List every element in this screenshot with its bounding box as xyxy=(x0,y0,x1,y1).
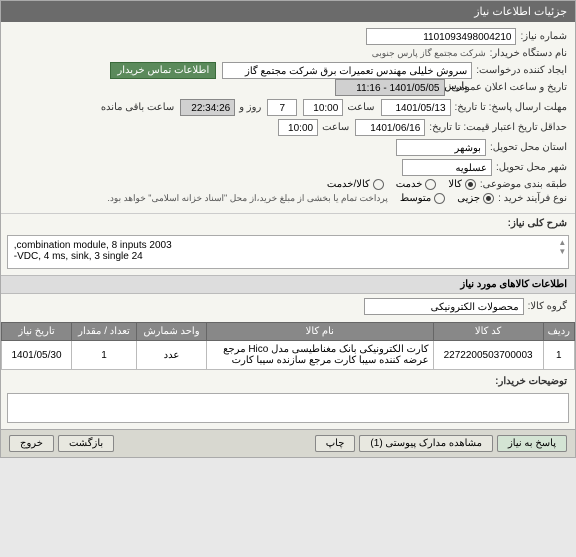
cell-unit: عدد xyxy=(137,341,207,370)
print-button[interactable]: چاپ xyxy=(315,435,356,452)
th-unit: واحد شمارش xyxy=(137,323,207,341)
group-label: گروه کالا: xyxy=(528,301,567,312)
cat-option-0[interactable]: کالا xyxy=(448,179,476,190)
th-qty: تعداد / مقدار xyxy=(72,323,137,341)
process-radio-group: جزیی متوسط xyxy=(400,193,494,204)
items-table: ردیف کد کالا نام کالا واحد شمارش تعداد /… xyxy=(1,322,575,370)
desc-label: شرح کلی نیاز: xyxy=(508,218,567,229)
cell-code: 2272200503700003 xyxy=(433,341,543,370)
need-no-field: 1101093498004210 xyxy=(366,28,516,45)
th-row: ردیف xyxy=(543,323,574,341)
group-field[interactable]: محصولات الکترونیکی xyxy=(364,298,524,315)
province-label: استان محل تحویل: xyxy=(490,142,567,153)
spinner-icon[interactable]: ▲▼ xyxy=(558,238,566,256)
items-section-header: اطلاعات کالاهای مورد نیاز xyxy=(1,275,575,294)
proc-opt-label: جزیی xyxy=(457,193,480,204)
proc-opt-label: متوسط xyxy=(400,193,431,204)
exit-button[interactable]: خروج xyxy=(9,435,54,452)
days-label: روز و xyxy=(239,102,261,113)
th-code: کد کالا xyxy=(433,323,543,341)
process-label: نوع فرآیند خرید : xyxy=(498,193,567,204)
cell-name: کارت الکترونیکی بانک مغناطیسی مدل Hico م… xyxy=(207,341,434,370)
validity-time-field[interactable]: 10:00 xyxy=(278,119,318,136)
requester-label: ایجاد کننده درخواست: xyxy=(476,65,567,76)
footer-buttons: پاسخ به نیاز مشاهده مدارک پیوستی (1) چاپ… xyxy=(1,429,575,457)
buyer-value: شرکت مجتمع گاز پارس جنوبی xyxy=(372,48,486,59)
need-no-label: شماره نیاز: xyxy=(520,31,567,42)
buyer-notes-box[interactable] xyxy=(7,393,570,423)
cell-row: 1 xyxy=(543,341,574,370)
cat-option-2[interactable]: کالا/خدمت xyxy=(327,179,384,190)
cell-qty: 1 xyxy=(72,341,137,370)
cell-date: 1401/05/30 xyxy=(2,341,72,370)
radio-icon xyxy=(483,193,494,204)
description-text: ,combination module, 8 inputs 2003 -VDC,… xyxy=(14,240,172,262)
deadline-label: مهلت ارسال پاسخ: تا تاریخ: xyxy=(455,102,567,113)
proc-option-1[interactable]: متوسط xyxy=(400,193,445,204)
contact-button[interactable]: اطلاعات تماس خریدار xyxy=(110,62,216,79)
radio-icon xyxy=(425,179,436,190)
remain-label: ساعت باقی مانده xyxy=(101,102,174,113)
category-radio-group: کالا خدمت کالا/خدمت xyxy=(327,179,476,190)
cat-opt-label: خدمت xyxy=(396,179,423,190)
requester-field[interactable]: سروش خلیلی مهندس تعمیرات برق شرکت مجتمع … xyxy=(222,62,472,79)
city-label: شهر محل تحویل: xyxy=(496,162,567,173)
announce-label: تاریخ و ساعت اعلان عمومی: xyxy=(449,82,568,93)
cat-opt-label: کالا xyxy=(448,179,462,190)
th-date: تاریخ نیاز xyxy=(2,323,72,341)
notes-label: توضیحات خریدار: xyxy=(495,376,567,387)
table-header-row: ردیف کد کالا نام کالا واحد شمارش تعداد /… xyxy=(2,323,575,341)
validity-time-label: ساعت xyxy=(322,122,349,133)
radio-icon xyxy=(373,179,384,190)
form-section: شماره نیاز: 1101093498004210 نام دستگاه … xyxy=(1,22,575,214)
radio-icon xyxy=(434,193,445,204)
deadline-time-field[interactable]: 10:00 xyxy=(303,99,343,116)
city-field[interactable]: عسلویه xyxy=(402,159,492,176)
reply-button[interactable]: پاسخ به نیاز xyxy=(497,435,567,452)
proc-option-0[interactable]: جزیی xyxy=(457,193,494,204)
th-name: نام کالا xyxy=(207,323,434,341)
province-field[interactable]: بوشهر xyxy=(396,139,486,156)
panel-header: جزئیات اطلاعات نیاز xyxy=(1,1,575,22)
deadline-date-field[interactable]: 1401/05/13 xyxy=(381,99,451,116)
proc-note: پرداخت تمام یا بخشی از مبلغ خرید،از محل … xyxy=(107,193,387,204)
deadline-time-label: ساعت xyxy=(347,102,374,113)
radio-icon xyxy=(465,179,476,190)
panel-title: جزئیات اطلاعات نیاز xyxy=(474,6,567,18)
validity-label: حداقل تاریخ اعتبار قیمت: تا تاریخ: xyxy=(429,122,567,133)
remain-time-field: 22:34:26 xyxy=(180,99,235,116)
cat-opt-label: کالا/خدمت xyxy=(327,179,370,190)
attachments-button[interactable]: مشاهده مدارک پیوستی (1) xyxy=(359,435,493,452)
buyer-label: نام دستگاه خریدار: xyxy=(490,48,567,59)
description-box[interactable]: ▲▼ ,combination module, 8 inputs 2003 -V… xyxy=(7,235,570,269)
cat-option-1[interactable]: خدمت xyxy=(396,179,437,190)
days-field: 7 xyxy=(267,99,297,116)
announce-field: 1401/05/05 - 11:16 xyxy=(335,79,445,96)
back-button[interactable]: بازگشت xyxy=(58,435,114,452)
table-row[interactable]: 1 2272200503700003 کارت الکترونیکی بانک … xyxy=(2,341,575,370)
category-label: طبقه بندی موضوعی: xyxy=(480,179,567,190)
validity-date-field[interactable]: 1401/06/16 xyxy=(355,119,425,136)
details-panel: جزئیات اطلاعات نیاز شماره نیاز: 11010934… xyxy=(0,0,576,458)
